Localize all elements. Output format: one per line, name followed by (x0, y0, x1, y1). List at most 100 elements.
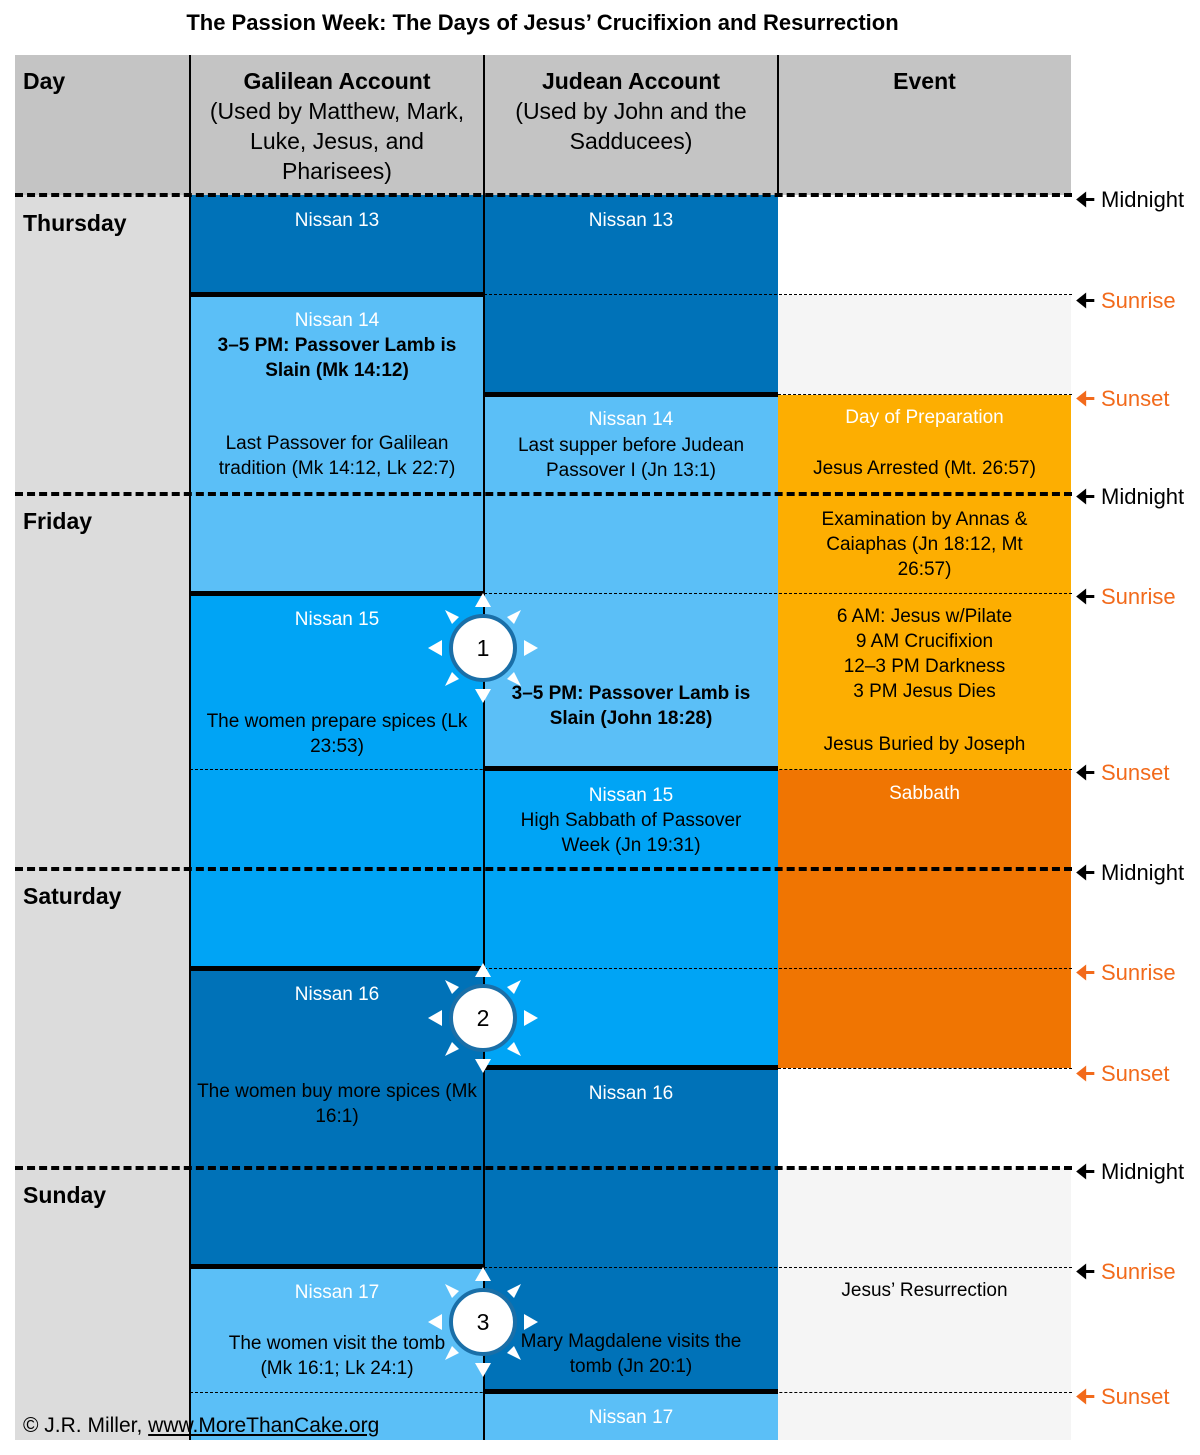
marker-sunrise-label: Sunrise (1101, 288, 1176, 313)
header-event: Event (778, 55, 1071, 195)
judean-nissan17-block (484, 1393, 778, 1440)
midnight-line (15, 193, 1072, 197)
event-blank-sunday (778, 1168, 1071, 1440)
judean-nissan17-label: Nissan 17 (588, 1407, 674, 1428)
judean-nissan16-label: Nissan 16 (588, 1083, 674, 1104)
column-divider (777, 55, 779, 195)
day-sunday: Sunday (23, 1182, 107, 1208)
sun-day-1-icon: 1 (428, 593, 538, 703)
galilean-lamb-slain: 3–5 PM: Passover Lamb is Slain (Mk 14:12… (217, 335, 457, 381)
sunset-line (190, 769, 1072, 770)
arrow-left-icon: 🠈 (1075, 960, 1096, 985)
galilean-sunset-line (190, 966, 484, 971)
arrow-left-icon: 🠈 (1075, 584, 1096, 609)
marker-sunset-label: Sunset (1101, 1384, 1170, 1409)
midnight-line (15, 492, 1072, 496)
arrow-left-icon: 🠈 (1075, 1159, 1096, 1184)
judean-high-sabbath: High Sabbath of Passover Week (Jn 19:31) (520, 810, 742, 856)
header-judean: Judean Account (Used by John and the Sad… (484, 55, 778, 195)
judean-nissan14-block (484, 395, 778, 770)
day-saturday: Saturday (23, 883, 122, 909)
galilean-buy-spices: The women buy more spices (Mk 16:1) (197, 1081, 477, 1127)
marker-midnight: 🠈 Midnight (1075, 856, 1184, 894)
sun-day-3-number: 3 (477, 1309, 490, 1335)
marker-sunrise: 🠈 Sunrise (1075, 580, 1176, 618)
header-judean-title: Judean Account (541, 68, 721, 94)
judean-nissan15-label: Nissan 15 (588, 785, 674, 806)
event-blank-thursday (778, 295, 1071, 395)
event-sabbath-block (778, 770, 1071, 1068)
midnight-line (15, 1166, 1072, 1170)
marker-midnight-label: Midnight (1101, 484, 1185, 509)
event-resurrection: Jesus’ Resurrection (841, 1280, 1008, 1301)
sunrise-line (484, 1267, 1072, 1268)
judean-last-supper: Last supper before Judean Passover I (Jn… (517, 435, 745, 481)
galilean-nissan17-block (190, 1268, 484, 1440)
judean-nissan16-block (484, 1068, 778, 1393)
header-galilean-title: Galilean Account (243, 68, 431, 94)
marker-sunrise: 🠈 Sunrise (1075, 1255, 1176, 1293)
arrow-left-icon: 🠈 (1075, 386, 1096, 411)
sunset-line (778, 1068, 1072, 1069)
event-preparation: Day of Preparation (845, 407, 1004, 428)
sunrise-line (484, 593, 1072, 594)
arrow-left-icon: 🠈 (1075, 484, 1096, 509)
marker-midnight: 🠈 Midnight (1075, 1155, 1184, 1193)
galilean-nissan13-label: Nissan 13 (294, 210, 380, 231)
sun-day-1-number: 1 (477, 635, 490, 661)
arrow-left-icon: 🠈 (1075, 1259, 1096, 1284)
column-divider (483, 55, 485, 1440)
sun-day-3-icon: 3 (428, 1267, 538, 1377)
event-arrested: Jesus Arrested (Mt. 26:57) (813, 458, 1036, 479)
marker-sunset: 🠈 Sunset (1075, 756, 1170, 794)
day-friday: Friday (23, 508, 93, 534)
judean-sunset-line (484, 392, 778, 397)
marker-sunset: 🠈 Sunset (1075, 1380, 1170, 1418)
sunset-line (190, 1392, 1072, 1393)
header-day-label: Day (23, 68, 66, 94)
marker-sunrise-label: Sunrise (1101, 584, 1176, 609)
marker-sunrise: 🠈 Sunrise (1075, 284, 1176, 322)
marker-sunset-label: Sunset (1101, 1061, 1170, 1086)
header-galilean-sub: (Used by Matthew, Mark, Luke, Jesus, and… (209, 98, 465, 184)
day-column (15, 195, 190, 1440)
arrow-left-icon: 🠈 (1075, 288, 1096, 313)
galilean-nissan16-label: Nissan 16 (294, 984, 380, 1005)
galilean-nissan13-block (190, 195, 484, 295)
galilean-nissan15-block (190, 595, 484, 970)
marker-sunrise-label: Sunrise (1101, 960, 1176, 985)
event-crucifixion-timeline: 6 AM: Jesus w/Pilate 9 AM Crucifixion 12… (778, 604, 1071, 704)
judean-lamb-slain: 3–5 PM: Passover Lamb is Slain (John 18:… (511, 683, 751, 729)
marker-midnight-label: Midnight (1101, 1159, 1185, 1184)
arrow-left-icon: 🠈 (1075, 860, 1096, 885)
galilean-sunset-line (190, 1264, 484, 1269)
marker-sunrise: 🠈 Sunrise (1075, 956, 1176, 994)
column-divider (189, 55, 191, 1440)
credit-link[interactable]: www.MoreThanCake.org (148, 1414, 380, 1437)
galilean-nissan15-label: Nissan 15 (294, 609, 380, 630)
marker-sunset-label: Sunset (1101, 760, 1170, 785)
header-day: Day (15, 55, 190, 195)
galilean-sunset-line (190, 591, 484, 596)
judean-nissan13-label: Nissan 13 (588, 210, 674, 231)
galilean-last-passover: Last Passover for Galilean tradition (Mk… (218, 433, 456, 479)
credit-prefix: © J.R. Miller, (23, 1414, 149, 1437)
arrow-left-icon: 🠈 (1075, 1384, 1096, 1409)
page-title: The Passion Week: The Days of Jesus’ Cru… (186, 10, 899, 35)
galilean-nissan14-block (190, 295, 484, 595)
sun-day-2-number: 2 (477, 1005, 490, 1031)
galilean-prepare-spices: The women prepare spices (Lk 23:53) (206, 711, 468, 757)
day-thursday: Thursday (23, 210, 127, 236)
event-buried: Jesus Buried by Joseph (823, 734, 1026, 755)
event-darkness: 12–3 PM Darkness (843, 656, 1006, 677)
marker-midnight-label: Midnight (1101, 860, 1185, 885)
marker-sunset-label: Sunset (1101, 386, 1170, 411)
arrow-left-icon: 🠈 (1075, 187, 1096, 212)
sunrise-line (484, 294, 1072, 295)
galilean-sunset-line (190, 292, 484, 297)
sunset-line (778, 394, 1072, 395)
galilean-visit-tomb: The women visit the tomb (Mk 16:1; Lk 24… (228, 1333, 446, 1379)
judean-nissan14-label: Nissan 14 (588, 409, 674, 430)
galilean-nissan17-label: Nissan 17 (294, 1282, 380, 1303)
marker-midnight: 🠈 Midnight (1075, 183, 1184, 221)
